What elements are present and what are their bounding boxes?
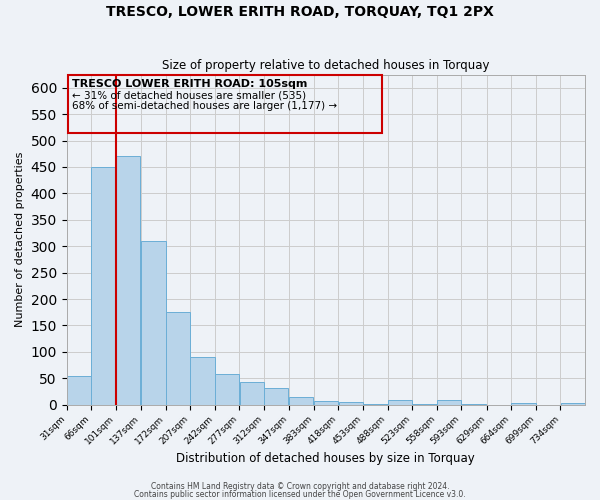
Bar <box>264 388 289 404</box>
Bar <box>289 396 313 404</box>
Bar <box>166 312 190 404</box>
Bar <box>314 401 338 404</box>
Bar <box>560 403 585 404</box>
Text: TRESCO LOWER ERITH ROAD: 105sqm: TRESCO LOWER ERITH ROAD: 105sqm <box>72 80 308 90</box>
Bar <box>67 376 91 404</box>
Bar <box>239 382 264 404</box>
Bar <box>437 400 461 404</box>
Bar <box>141 241 166 404</box>
Text: TRESCO, LOWER ERITH ROAD, TORQUAY, TQ1 2PX: TRESCO, LOWER ERITH ROAD, TORQUAY, TQ1 2… <box>106 5 494 19</box>
Text: ← 31% of detached houses are smaller (535): ← 31% of detached houses are smaller (53… <box>72 91 307 101</box>
Bar <box>338 402 363 404</box>
Bar <box>511 402 536 404</box>
Text: 68% of semi-detached houses are larger (1,177) →: 68% of semi-detached houses are larger (… <box>72 102 337 112</box>
Bar <box>388 400 412 404</box>
Y-axis label: Number of detached properties: Number of detached properties <box>15 152 25 328</box>
Bar <box>91 167 116 404</box>
X-axis label: Distribution of detached houses by size in Torquay: Distribution of detached houses by size … <box>176 452 475 465</box>
Bar <box>190 357 215 405</box>
Text: Contains public sector information licensed under the Open Government Licence v3: Contains public sector information licen… <box>134 490 466 499</box>
Bar <box>116 156 140 404</box>
Bar <box>68 75 382 133</box>
Title: Size of property relative to detached houses in Torquay: Size of property relative to detached ho… <box>162 59 490 72</box>
Text: Contains HM Land Registry data © Crown copyright and database right 2024.: Contains HM Land Registry data © Crown c… <box>151 482 449 491</box>
Bar <box>215 374 239 404</box>
